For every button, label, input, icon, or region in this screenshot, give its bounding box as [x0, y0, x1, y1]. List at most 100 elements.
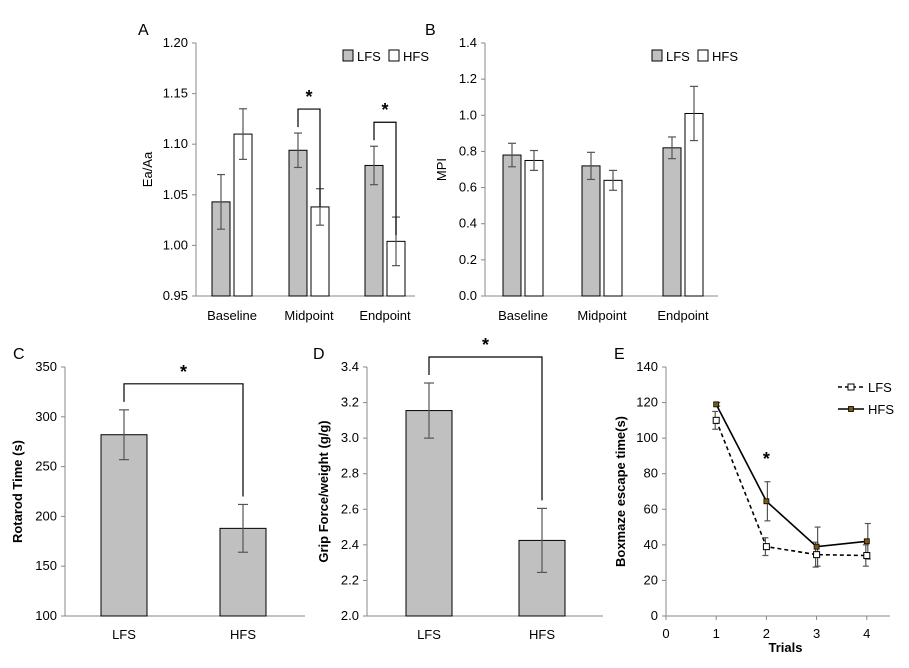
x-tick-label: Baseline	[207, 308, 257, 323]
x-tick-label: LFS	[417, 627, 441, 642]
panel-d-chart: 2.0 2.2 2.4 2.6 2.8 3.0 3.2 3.4 D Grip Force/weig…	[313, 335, 603, 642]
bar	[662, 147, 682, 297]
data-point	[763, 498, 770, 505]
data-point	[813, 551, 821, 559]
data-point	[863, 552, 871, 560]
x-tick-label: Midpoint	[577, 308, 627, 323]
y-tick-label: 0.0	[459, 288, 477, 303]
legend-label: HFS	[403, 49, 429, 64]
x-tick-label: Endpoint	[359, 308, 411, 323]
legend-swatch	[342, 49, 354, 62]
legend-swatch	[697, 49, 709, 62]
bar	[502, 154, 522, 297]
y-tick-label: 1.2	[459, 71, 477, 86]
bar	[405, 410, 453, 617]
y-tick-label: 20	[644, 572, 658, 587]
y-tick-label: 0.6	[459, 180, 477, 195]
y-tick-label: 250	[35, 459, 57, 474]
legend-marker	[848, 406, 854, 412]
series-line-lfs	[715, 420, 867, 557]
bar	[581, 165, 601, 297]
y-tick-label: 0.8	[459, 143, 477, 158]
y-axis-label: Grip Force/weight (g/g)	[316, 420, 331, 562]
y-tick-label: 200	[35, 508, 57, 523]
panel-letter: D	[313, 346, 325, 363]
series-line-hfs	[715, 403, 867, 548]
x-tick-label: 3	[813, 626, 820, 641]
y-tick-label: 2.6	[341, 501, 359, 516]
bar	[603, 179, 623, 297]
x-tick-label: 0	[662, 626, 669, 641]
data-point	[762, 543, 770, 551]
bar	[288, 149, 308, 297]
significance-marker: *	[180, 362, 187, 382]
data-point	[713, 401, 720, 408]
y-tick-label: 100	[35, 608, 57, 623]
y-tick-label: 2.8	[341, 466, 359, 481]
legend-label: LFS	[666, 49, 690, 64]
significance-bracket	[297, 108, 321, 207]
legend-label: HFS	[868, 402, 894, 417]
y-tick-label: 140	[636, 359, 658, 374]
significance-bracket	[123, 383, 244, 497]
y-tick-label: 60	[644, 501, 658, 516]
y-tick-label: 2.4	[341, 537, 359, 552]
bar	[524, 159, 544, 297]
significance-marker: *	[482, 335, 489, 355]
y-tick-label: 120	[636, 395, 658, 410]
y-tick-label: 1.00	[163, 237, 188, 252]
y-axis-label: MPI	[434, 158, 449, 181]
y-tick-label: 1.05	[163, 187, 188, 202]
y-tick-label: 2.0	[341, 608, 359, 623]
y-tick-label: 80	[644, 466, 658, 481]
legend: LFS HFS	[342, 49, 429, 64]
legend: LFS HFS	[838, 380, 894, 417]
x-tick-label: HFS	[230, 627, 256, 642]
legend: LFS HFS	[651, 49, 738, 64]
y-tick-label: 40	[644, 537, 658, 552]
x-tick-label: Midpoint	[284, 308, 334, 323]
significance-marker: *	[381, 100, 388, 120]
x-tick-label: Baseline	[498, 308, 548, 323]
y-tick-label: 150	[35, 558, 57, 573]
legend-marker	[847, 383, 855, 391]
y-tick-label: 1.10	[163, 136, 188, 151]
legend-label: LFS	[357, 49, 381, 64]
panel-letter: B	[425, 22, 436, 39]
y-axis-label: Ea/Aa	[140, 151, 155, 187]
y-tick-label: 1.4	[459, 35, 477, 50]
significance-bracket	[428, 356, 543, 501]
legend-swatch	[388, 49, 400, 62]
legend-label: HFS	[712, 49, 738, 64]
x-tick-label: 4	[863, 626, 870, 641]
bar	[100, 434, 148, 617]
panel-letter: A	[138, 22, 149, 39]
significance-marker: *	[763, 449, 770, 469]
panel-c-chart: 100 150 200 250 300 350 C Rotarod Time (s) LFS HF…	[10, 346, 305, 642]
y-tick-label: 2.2	[341, 572, 359, 587]
data-point	[712, 416, 720, 424]
y-tick-label: 0.2	[459, 252, 477, 267]
legend-swatch	[651, 49, 663, 62]
panel-b-chart: 0.0 0.2 0.4 0.6 0.8 1.0 1.2 1.4 B MPI Baseline Midp…	[425, 22, 738, 323]
y-tick-label: 3.0	[341, 430, 359, 445]
y-tick-label: 300	[35, 409, 57, 424]
panel-a-chart: 0.95 1.00 1.05 1.10 1.15 1.20 A Ea/Aa Baseline Mi…	[138, 22, 429, 323]
y-tick-label: 1.0	[459, 107, 477, 122]
x-tick-label: Endpoint	[657, 308, 709, 323]
significance-bracket	[373, 121, 397, 236]
data-point	[863, 538, 870, 545]
significance-marker: *	[305, 87, 312, 107]
data-point	[813, 543, 820, 550]
panel-letter: C	[13, 346, 25, 363]
x-tick-label: HFS	[529, 627, 555, 642]
y-tick-label: 3.4	[341, 359, 359, 374]
x-tick-label: 2	[763, 626, 770, 641]
y-tick-label: 0.4	[459, 216, 477, 231]
legend-label: LFS	[868, 380, 892, 395]
y-tick-label: 3.2	[341, 395, 359, 410]
y-axis-label: Rotarod Time (s)	[10, 440, 25, 543]
y-axis-label: Boxmaze escape time(s)	[613, 416, 628, 567]
y-tick-label: 100	[636, 430, 658, 445]
